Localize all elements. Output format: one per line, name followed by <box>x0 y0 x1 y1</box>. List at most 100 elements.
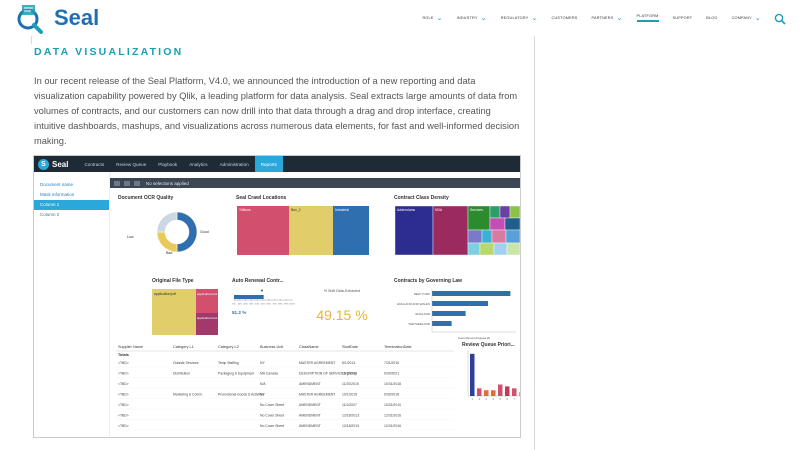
clear-button[interactable] <box>134 180 140 186</box>
table-cell: <TBD> <box>118 403 129 407</box>
chevron-down-icon: ⌄ <box>754 15 761 22</box>
table-cell: 10/31/2018 <box>384 382 401 386</box>
table-cell: <TBD> <box>118 414 129 418</box>
nav-item-platform[interactable]: PLATFORM <box>630 0 666 36</box>
treemap-cell <box>509 205 520 219</box>
table-cell: NY <box>260 393 265 397</box>
table-cell: NY <box>260 361 265 365</box>
queue-x-label: 3 <box>485 397 487 401</box>
gauge-tick-label: 0% <box>232 304 235 306</box>
table-cell: MASTER AGREEMENT <box>299 361 335 365</box>
table-header: Category L2 <box>218 345 239 349</box>
content-divider <box>534 36 535 450</box>
treemap-cell <box>432 205 469 256</box>
table-cell: AMENDMENT <box>299 403 321 407</box>
law-category-label: SWITZERLAND <box>408 322 430 326</box>
table-cell: 7/31/2016 <box>384 361 399 365</box>
renewal-title: Auto Renewal Contr... <box>232 278 284 284</box>
app-tab-administration[interactable]: Administration <box>219 161 249 167</box>
filetype-label-1: application/pdf <box>154 292 176 296</box>
queue-bar <box>498 384 503 396</box>
table-cell: <TBD> <box>118 361 129 365</box>
app-tab-contracts[interactable]: Contracts <box>84 161 105 167</box>
nav-label: PLATFORM <box>636 14 659 22</box>
law-category-label: NEW YORK <box>414 292 430 296</box>
back-button[interactable] <box>114 180 120 186</box>
table-cell: <TBD> <box>118 393 129 397</box>
app-topbar: S Seal Contracts Review Queue Playbook Anal… <box>34 156 520 172</box>
nav-item-blog[interactable]: BLOG <box>699 0 724 36</box>
law-bar <box>432 311 466 316</box>
nav-item-role[interactable]: ROLE ⌄ <box>415 0 449 36</box>
nav-item-company[interactable]: COMPANY ⌄ <box>725 0 768 36</box>
ocr-legend-good: Good <box>200 230 209 234</box>
table-cell: <TBD> <box>118 372 129 376</box>
pie-slice-good <box>176 211 198 253</box>
gauge-tick-label: 60% <box>267 304 271 306</box>
queue-bar <box>484 390 489 396</box>
app-tab-review-queue[interactable]: Review Queue <box>116 161 147 167</box>
treemap-cell <box>505 229 520 244</box>
table-header: Business Unit <box>260 345 284 349</box>
treemap-cell <box>237 206 289 255</box>
law-bar <box>432 291 511 296</box>
nav-item-customers[interactable]: CUSTOMERS <box>545 0 585 36</box>
nav-label: CUSTOMERS <box>551 16 578 20</box>
app-tab-reports[interactable]: Reports <box>254 156 283 172</box>
app-sidebar-item[interactable]: Mask information <box>40 192 75 197</box>
app-logo-text: Seal <box>52 159 69 169</box>
seal-logo[interactable]: Seal <box>14 3 104 35</box>
queue-x-label: 8 <box>520 397 521 401</box>
law-xlabel: Count(GoverningLaw.id) <box>458 336 490 340</box>
gauge-tick-label: 70% <box>272 304 276 306</box>
table-cell: 16/1/2018 <box>342 372 357 376</box>
treemap-cell <box>289 206 333 255</box>
treemap-cell <box>489 205 501 219</box>
filetype-label-2: application/vnd.msword <box>197 292 229 296</box>
filter-status: No selections applied <box>146 180 189 186</box>
nav-item-industry[interactable]: INDUSTRY ⌄ <box>450 0 494 36</box>
table-cell: 11/20/2015 <box>342 382 359 386</box>
chevron-down-icon: ⌄ <box>531 15 538 22</box>
app-tab-playbook[interactable]: Playbook <box>158 161 178 167</box>
table-cell: Promotional Goods & Activities <box>218 393 265 397</box>
nav-label: REGULATORY <box>500 16 529 20</box>
forward-button[interactable] <box>124 180 130 186</box>
treemap-cell <box>394 205 434 256</box>
treemap-cell <box>491 229 507 244</box>
chevron-down-icon: ⌄ <box>436 15 443 22</box>
gauge-tick-label: 100% <box>289 304 295 306</box>
treemap-cell <box>489 217 506 231</box>
app-tabs: Contracts Review Queue Playbook Analytics Ad… <box>78 156 283 172</box>
nav-item-regulatory[interactable]: REGULATORY ⌄ <box>494 0 545 36</box>
table-cell: <TBD> <box>118 424 129 428</box>
section-paragraph: In our recent release of the Seal Platfo… <box>34 76 520 146</box>
queue-x-label: 7 <box>513 397 515 401</box>
table-cell: Marketing & Comm. <box>173 393 203 397</box>
law-title: Contracts by Governing Law <box>394 278 462 284</box>
search-icon[interactable] <box>774 12 786 25</box>
app-sidebar-item[interactable]: Document name <box>40 182 74 187</box>
crawl-label-1: Trillions <box>239 208 251 212</box>
chevron-down-icon: ⌄ <box>616 15 623 22</box>
queue-bar <box>505 386 510 396</box>
queue-bar <box>491 390 496 396</box>
ocr-title: Document OCR Quality <box>118 195 174 201</box>
app-sidebar-item[interactable]: Column 2 <box>40 212 60 217</box>
table-cell: Temp Staffing <box>218 361 239 365</box>
dashboard-screenshot: S Seal Contracts Review Queue Playbook Anal… <box>33 155 521 438</box>
nav-item-partners[interactable]: PARTNERS ⌄ <box>585 0 630 36</box>
nav-item-support[interactable]: SUPPORT <box>666 0 700 36</box>
law-category-label: ENGLAND <box>415 312 430 316</box>
treemap-cell <box>499 205 511 219</box>
treemap-cell <box>467 242 481 256</box>
app-sidebar-item[interactable]: Column 1 <box>34 200 109 210</box>
treemap-cell <box>196 313 218 335</box>
gauge-tick-label: 90% <box>284 304 288 306</box>
nav-label: ROLE <box>422 16 434 20</box>
table-cell: Distribution <box>173 372 190 376</box>
app-tab-analytics[interactable]: Analytics <box>189 161 208 167</box>
gauge-tick-label: 50% <box>261 304 265 306</box>
table-cell: 9/30/2021 <box>384 372 399 376</box>
queue-bar <box>470 353 475 396</box>
